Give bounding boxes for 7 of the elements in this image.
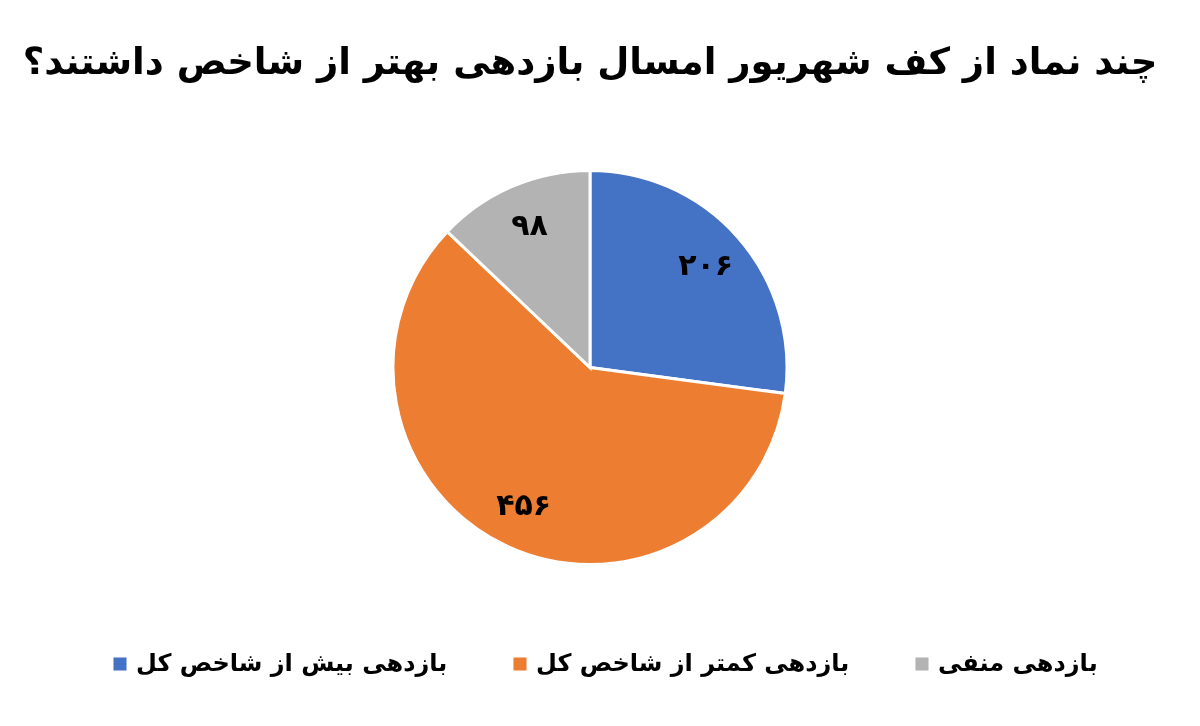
legend-label: بازدهی کمتر از شاخص کل — [536, 649, 850, 677]
legend-label: بازدهی منفی — [938, 649, 1098, 677]
data-label: ۲۰۶ — [678, 247, 734, 283]
data-label: ۴۵۶ — [496, 487, 552, 523]
chart-title: چند نماد از کف شهریور امسال بازدهی بهتر از شاخص داشتند؟ — [22, 40, 1158, 83]
legend-label: بازدهی بیش از شاخص کل — [136, 649, 448, 677]
data-label: ۹۸ — [511, 207, 548, 243]
